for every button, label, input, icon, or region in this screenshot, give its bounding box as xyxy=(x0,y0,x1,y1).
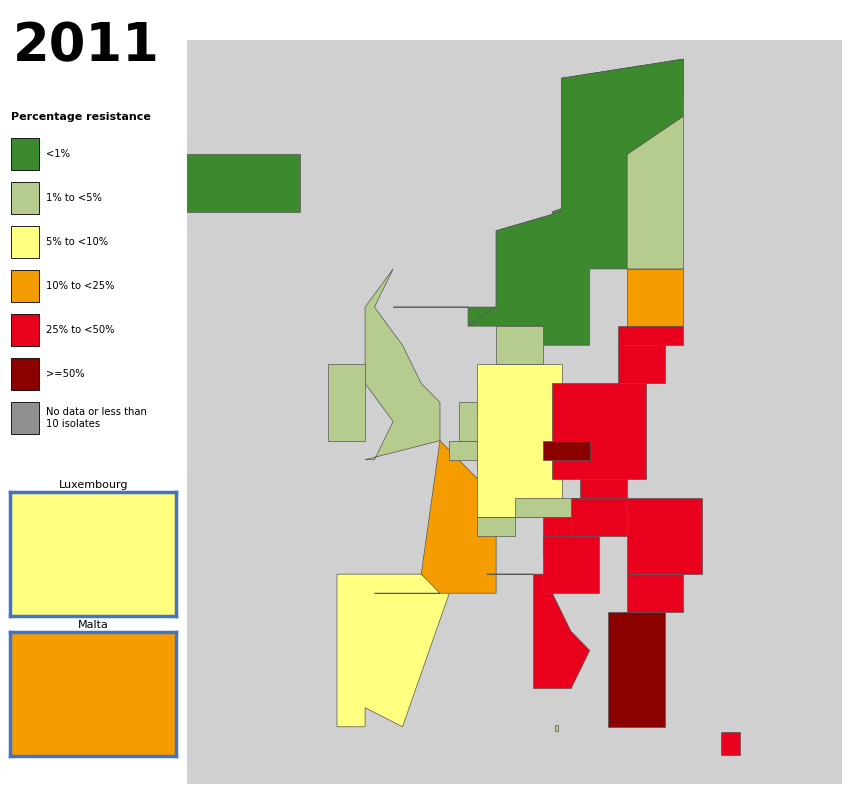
Polygon shape xyxy=(496,326,543,364)
Text: Percentage resistance: Percentage resistance xyxy=(11,112,151,122)
Polygon shape xyxy=(337,612,365,708)
Polygon shape xyxy=(618,346,665,383)
Text: No data or less than
10 isolates: No data or less than 10 isolates xyxy=(46,407,147,429)
Polygon shape xyxy=(555,725,558,730)
Text: >=50%: >=50% xyxy=(46,370,84,379)
Title: Malta: Malta xyxy=(77,620,109,630)
Polygon shape xyxy=(449,441,477,460)
Polygon shape xyxy=(187,40,842,784)
Polygon shape xyxy=(627,116,683,269)
Polygon shape xyxy=(627,498,702,574)
Polygon shape xyxy=(627,574,683,612)
Polygon shape xyxy=(571,498,627,536)
Text: 1% to <5%: 1% to <5% xyxy=(46,194,102,203)
Polygon shape xyxy=(580,478,627,498)
Polygon shape xyxy=(328,364,365,441)
Polygon shape xyxy=(477,517,515,536)
Polygon shape xyxy=(187,154,300,212)
Polygon shape xyxy=(477,460,482,470)
Polygon shape xyxy=(393,59,683,326)
Polygon shape xyxy=(515,498,580,517)
Bar xyxy=(11,358,39,390)
Polygon shape xyxy=(337,574,449,726)
Title: Luxembourg: Luxembourg xyxy=(59,480,128,490)
Polygon shape xyxy=(459,402,487,441)
Polygon shape xyxy=(543,441,590,460)
Text: 10% to <25%: 10% to <25% xyxy=(46,282,114,291)
Polygon shape xyxy=(365,269,440,460)
Polygon shape xyxy=(552,383,646,478)
Text: 5% to <10%: 5% to <10% xyxy=(46,238,108,247)
Text: 25% to <50%: 25% to <50% xyxy=(46,326,114,335)
Bar xyxy=(11,270,39,302)
Polygon shape xyxy=(543,517,571,555)
Bar xyxy=(11,402,39,434)
Text: 2011: 2011 xyxy=(13,20,160,72)
Polygon shape xyxy=(468,59,683,346)
Polygon shape xyxy=(608,612,665,726)
Text: <1%: <1% xyxy=(46,150,70,159)
Polygon shape xyxy=(543,536,599,594)
Polygon shape xyxy=(374,441,496,594)
Polygon shape xyxy=(618,326,683,346)
Polygon shape xyxy=(487,574,590,689)
Polygon shape xyxy=(627,269,683,326)
Bar xyxy=(11,314,39,346)
Polygon shape xyxy=(477,364,562,517)
Bar xyxy=(11,138,39,170)
Polygon shape xyxy=(721,733,740,755)
Bar xyxy=(11,226,39,258)
Bar xyxy=(11,182,39,214)
